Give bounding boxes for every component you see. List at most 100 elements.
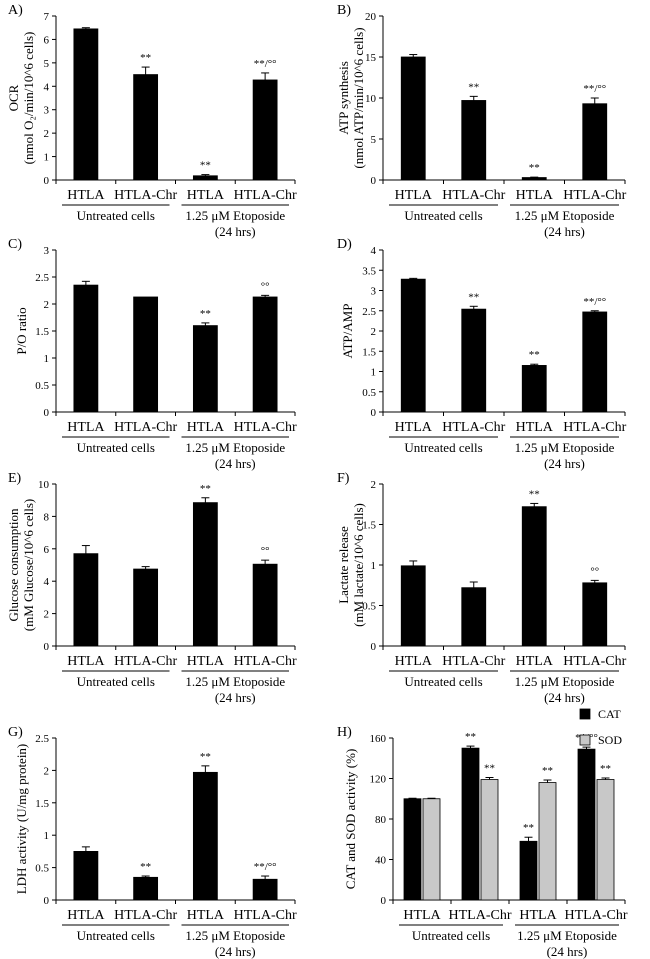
significance-label: °° [590,565,599,577]
x-category-label: HTLA [67,908,105,923]
bar-sod-1 [422,798,441,901]
x-category-label: HTLA [395,654,433,669]
x-category-label: HTLA [67,420,105,435]
y-tick-label: 2 [44,609,50,621]
bar-cat-3 [519,840,538,901]
bar-value-4 [582,311,608,413]
chart-panel-h: H) 0 40 80 120 160 CAT and SOD activity (%) ** *… [337,707,628,959]
group-sublabel: (24 hrs) [215,224,256,239]
x-category-label: HTLA-Chr [563,420,626,435]
x-category-label: HTLA [519,908,557,923]
bar-value-2 [133,876,159,901]
x-category-label: HTLA [187,908,225,923]
group-label: 1.25 μM Etoposide [515,208,615,223]
bar-value-3 [521,365,547,413]
bar-sod-3 [538,782,557,901]
y-tick-label: 0 [44,407,50,419]
chart-panel-a: A) 0 1 2 3 4 5 6 7 OCR (nmol O₂/min/10^6 cells) ** *… [6,3,297,239]
y-tick-label: 0 [381,895,387,907]
y-tick-label: 3 [44,105,50,117]
y-axis-label: Glucose consumption [6,508,21,622]
y-tick-label: 15 [365,52,377,64]
x-category-label: HTLA [403,908,441,923]
y-tick-label: 6 [44,34,50,46]
y-tick-label: 1.5 [362,520,376,532]
y-tick-label: 8 [44,511,50,523]
bar-value-3 [192,175,218,181]
bar-value-3 [521,177,547,181]
x-category-label: HTLA [187,420,225,435]
bar-cat-2 [461,747,480,901]
bar-cat-4 [577,748,596,901]
y-axis-label: Lactate release [336,526,351,604]
y-tick-label: 2.5 [35,733,49,745]
chart-panel-f: F) 0 0.5 1 1.5 2 Lactate release (mM lactate/10… [336,471,627,705]
y-tick-label: 2 [44,128,50,140]
group-label: Untreated cells [77,674,155,689]
y-tick-label: 7 [44,11,50,23]
y-tick-label: 0 [44,641,50,653]
y-tick-label: 1 [44,353,50,365]
bar-value-1 [400,565,426,647]
group-label: Untreated cells [77,208,155,223]
group-sublabel: (24 hrs) [544,224,585,239]
group-label: Untreated cells [404,674,482,689]
group-label: 1.25 μM Etoposide [517,928,617,943]
significance-label: ** [200,483,211,495]
bar-value-4 [252,563,278,647]
group-label: 1.25 μM Etoposide [185,674,285,689]
x-category-label: HTLA-Chr [563,188,626,203]
y-tick-label: 2 [371,479,377,491]
panel-label: F) [337,471,350,486]
significance-label: **/°° [254,861,277,873]
y-tick-label: 0.5 [35,380,49,392]
bar-value-3 [192,325,218,413]
significance-label: ** [529,488,540,500]
group-sublabel: (24 hrs) [544,456,585,471]
y-tick-label: 3.5 [362,265,376,277]
y-axis-label: (nmol ATP/min/10^6 cells) [351,27,366,168]
significance-label: ** [529,349,540,361]
y-axis-label: OCR [6,84,21,111]
group-sublabel: (24 hrs) [544,690,585,705]
x-category-label: HTLA-Chr [114,420,177,435]
y-tick-label: 4 [371,245,377,257]
y-tick-label: 2.5 [35,272,49,284]
y-tick-label: 10 [365,93,377,105]
y-axis-label: P/O ratio [14,307,29,354]
y-tick-label: 2.5 [362,306,376,318]
significance-label: ** [140,52,151,64]
group-sublabel: (24 hrs) [215,690,256,705]
x-category-label: HTLA [67,654,105,669]
y-tick-label: 80 [375,814,387,826]
y-tick-label: 0 [371,641,377,653]
y-tick-label: 160 [370,733,387,745]
significance-label: ** [468,291,479,303]
bar-value-1 [400,56,426,181]
bar-value-2 [133,74,159,181]
group-sublabel: (24 hrs) [215,456,256,471]
y-tick-label: 2 [44,299,50,311]
group-label: 1.25 μM Etoposide [515,674,615,689]
y-tick-label: 1 [371,367,377,379]
group-label: Untreated cells [77,928,155,943]
x-category-label: HTLA [67,188,105,203]
x-category-label: HTLA-Chr [234,654,297,669]
group-label: Untreated cells [404,440,482,455]
y-tick-label: 0.5 [35,863,49,875]
y-tick-label: 1.5 [35,326,49,338]
y-tick-label: 0.5 [362,601,376,613]
panel-label: A) [8,3,23,18]
bar-value-1 [73,284,99,413]
bar-value-3 [192,502,218,647]
x-category-label: HTLA-Chr [442,188,505,203]
bar-value-2 [461,587,487,647]
x-category-label: HTLA [516,188,554,203]
bar-value-3 [521,506,547,647]
y-axis-label: LDH activity (U/mg protein) [14,744,29,895]
y-axis-label: ATP synthesis [336,61,351,135]
y-tick-label: 4 [44,576,50,588]
y-tick-label: 0 [44,175,50,187]
group-label: Untreated cells [404,208,482,223]
